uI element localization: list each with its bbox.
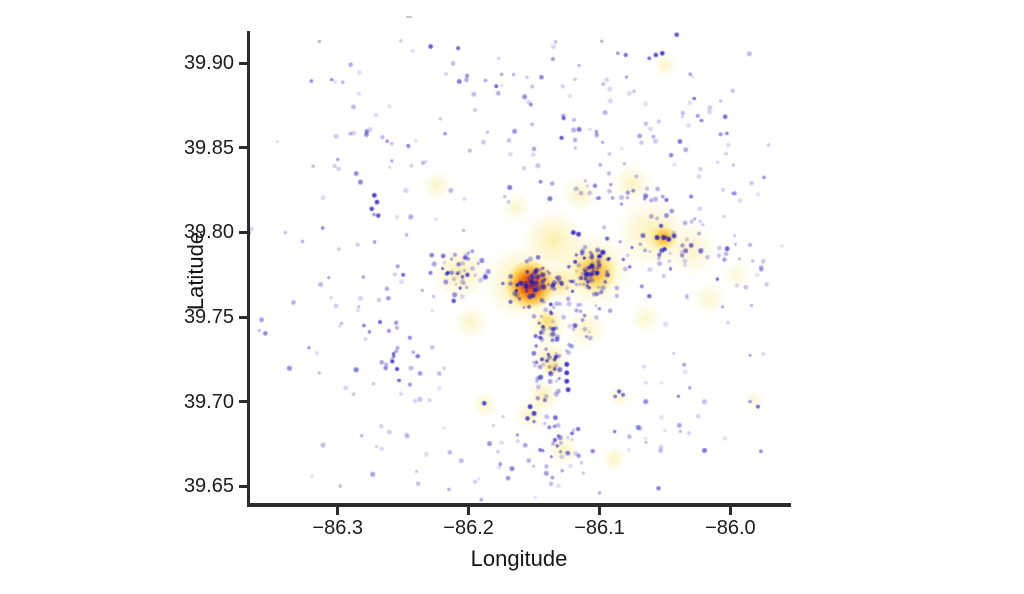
y-tick (239, 315, 247, 319)
y-tick (239, 400, 247, 404)
stray-mark (406, 16, 412, 18)
y-tick (239, 61, 247, 65)
y-axis-spine (247, 31, 250, 506)
x-axis-spine (247, 503, 791, 507)
y-tick (239, 230, 247, 234)
y-tick-label: 39.75 (183, 306, 234, 329)
y-tick (239, 484, 247, 488)
y-tick-label: 39.85 (183, 136, 234, 159)
x-tick-label: −86.2 (443, 517, 494, 539)
x-tick (336, 507, 340, 515)
y-tick-label: 39.80 (183, 221, 234, 244)
x-tick (598, 507, 601, 515)
x-tick (467, 507, 471, 515)
x-tick-label: −86.0 (705, 517, 756, 539)
y-tick-label: 39.90 (183, 52, 234, 75)
x-axis-label: Longitude (470, 546, 568, 571)
y-axis-label: Latitude (183, 231, 208, 311)
x-tick (728, 507, 732, 515)
x-tick-label: −86.1 (574, 517, 625, 539)
y-tick-label: 39.65 (183, 475, 234, 498)
x-tick-label: −86.3 (312, 517, 363, 539)
y-tick-label: 39.70 (183, 390, 234, 413)
y-tick (239, 146, 247, 150)
